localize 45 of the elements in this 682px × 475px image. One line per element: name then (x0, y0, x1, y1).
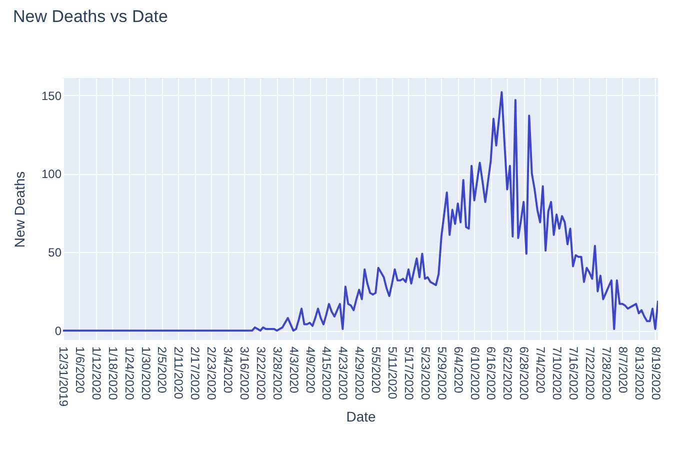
x-tick-label: 5/29/2020 (434, 346, 449, 400)
x-tick-label: 7/16/2020 (566, 346, 580, 400)
x-tick-label: 3/28/2020 (270, 346, 284, 400)
x-tick-label: 6/28/2020 (517, 346, 532, 400)
x-tick-label: 6/4/2020 (451, 346, 466, 394)
x-tick-label: 5/23/2020 (418, 346, 432, 400)
x-tick-label: 2/11/2020 (172, 346, 186, 400)
x-tick-label: 1/24/2020 (122, 346, 136, 400)
x-tick-label: 2/23/2020 (204, 346, 219, 400)
x-axis-title: Date (346, 408, 376, 425)
x-tick-label: 12/31/2019 (56, 346, 70, 407)
line-series (63, 91, 658, 332)
y-tick-label: 150 (41, 88, 62, 103)
y-tick-label: 0 (54, 324, 62, 338)
y-tick-label: 100 (41, 167, 62, 182)
x-tick-label: 1/18/2020 (106, 346, 120, 400)
x-tick-label: 8/19/2020 (648, 346, 663, 400)
x-tick-label: 8/13/2020 (632, 346, 646, 400)
x-tick-label: 4/23/2020 (336, 346, 350, 400)
x-tick-label: 1/12/2020 (89, 346, 104, 400)
x-tick-label: 6/22/2020 (500, 346, 515, 400)
x-tick-label: 5/5/2020 (369, 346, 384, 394)
x-tick-label: 7/22/2020 (582, 346, 597, 400)
x-tick-label: 7/10/2020 (550, 346, 564, 400)
x-tick-label: 4/15/2020 (320, 346, 334, 400)
x-tick-label: 8/7/2020 (616, 346, 630, 394)
y-tick-label: 50 (48, 246, 62, 260)
x-tick-label: 5/17/2020 (402, 346, 416, 400)
y-axis-title: New Deaths (11, 171, 28, 248)
x-tick-label: 2/5/2020 (155, 346, 170, 394)
x-tick-label: 2/17/2020 (188, 346, 202, 400)
x-tick-label: 4/9/2020 (303, 346, 318, 394)
x-tick-label: 3/22/2020 (254, 346, 268, 400)
x-tick-label: 6/10/2020 (468, 346, 482, 400)
x-tick-label: 5/11/2020 (386, 346, 400, 400)
chart-title: New Deaths vs Date (12, 7, 168, 26)
x-tick-label: 4/3/2020 (286, 346, 301, 394)
x-tick-label: 6/16/2020 (484, 346, 498, 400)
x-tick-label: 1/30/2020 (138, 346, 153, 400)
x-tick-label: 3/16/2020 (237, 346, 252, 400)
x-tick-label: 4/29/2020 (352, 346, 367, 400)
x-tick-label: 1/6/2020 (72, 346, 87, 394)
x-tick-label: 3/4/2020 (221, 346, 236, 394)
x-tick-label: 7/4/2020 (534, 346, 548, 394)
x-tick-label: 7/28/2020 (599, 346, 614, 400)
